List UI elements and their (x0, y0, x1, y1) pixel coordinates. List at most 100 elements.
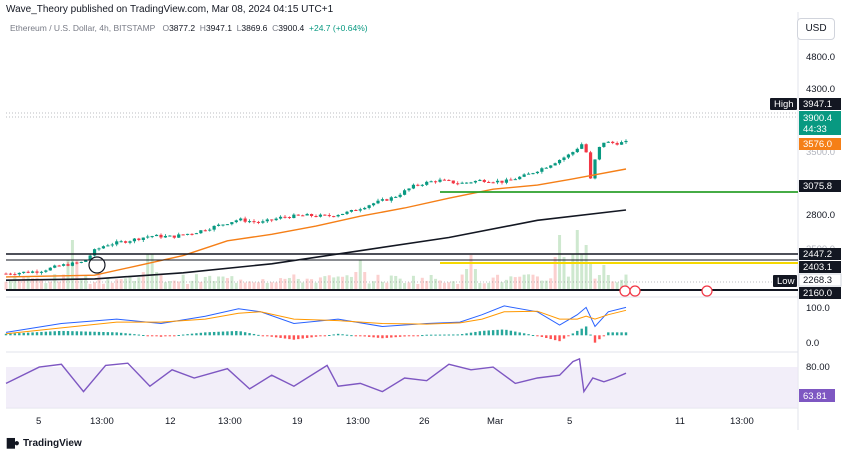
candle-body (159, 234, 163, 238)
candle-body (460, 182, 464, 184)
rsi-tick: 80.00 (806, 362, 830, 373)
candle-body (456, 183, 460, 185)
volume-bar (597, 275, 601, 290)
candle-body (225, 224, 230, 226)
candle-body (389, 197, 393, 201)
volume-bar (57, 281, 61, 290)
volume-bar (44, 283, 48, 290)
candle-body (75, 262, 79, 264)
macd-hist-bar (412, 335, 415, 337)
volume-bar (22, 276, 26, 290)
volume-bar (168, 281, 172, 290)
macd-hist-bar (57, 331, 61, 336)
macd-hist-bar (354, 335, 358, 337)
volume-bar (615, 282, 619, 290)
macd-hist-bar (150, 335, 154, 337)
candle-body (154, 234, 159, 237)
macd-hist-bar (443, 334, 446, 336)
volume-bar (270, 282, 274, 290)
macd-hist-bar (195, 333, 198, 336)
macd-hist-bar (323, 335, 327, 337)
low-label: Low (777, 276, 795, 287)
volume-bar (186, 283, 190, 290)
macd-hist-bar (111, 332, 114, 336)
candle-body (323, 214, 327, 216)
macd-hist-bar (363, 335, 366, 337)
macd-hist-bar (332, 334, 335, 336)
candle-body (407, 188, 411, 191)
candle-body (504, 179, 509, 183)
candle-body (39, 271, 44, 273)
close-value: 3900.4 (278, 23, 305, 33)
volume-bar (411, 275, 415, 290)
macd-hist-bar (376, 335, 380, 338)
macd-hist-bar (177, 335, 180, 336)
macd-hist-bar (297, 335, 300, 340)
macd-hist-bar (611, 332, 614, 336)
volume-bar (296, 278, 300, 290)
macd-hist-bar (261, 335, 265, 337)
volume-bar (190, 280, 194, 290)
macd-hist-bar (602, 335, 606, 337)
macd-hist-bar (102, 332, 105, 336)
volume-bar (465, 269, 469, 290)
candle-body (549, 165, 553, 168)
macd-hist-bar (545, 335, 548, 338)
volume-bar (407, 282, 411, 290)
macd-hist-bar (93, 331, 96, 336)
volume-bar (163, 282, 167, 290)
macd-hist-bar (385, 335, 389, 338)
candle-body (132, 238, 137, 242)
candle-body (146, 236, 150, 238)
volume-bar (327, 275, 331, 290)
candle-body (301, 215, 305, 217)
event-icon[interactable] (619, 285, 631, 297)
event-icon[interactable] (701, 285, 713, 297)
volume-bar (394, 275, 398, 290)
candle-body (97, 248, 101, 250)
time-label: 11 (675, 416, 685, 427)
candle-body (513, 179, 517, 181)
candle-body (261, 221, 265, 223)
candle-body (540, 168, 544, 172)
macd-hist-bar (142, 335, 145, 336)
volume-bar (124, 278, 128, 290)
macd-hist-bar (190, 333, 194, 336)
candle-body (292, 214, 296, 219)
macd-hist-bar (80, 331, 83, 336)
volume-bar (434, 278, 438, 290)
macd-hist-bar (119, 332, 123, 336)
macd-hist-bar (500, 329, 504, 336)
candle-body (580, 144, 584, 149)
volume-bar (217, 276, 221, 290)
time-label: 13:00 (90, 416, 114, 427)
macd-hist-bar (155, 335, 158, 337)
macd-hist-bar (607, 332, 610, 336)
tradingview-logo-icon: ▇● (7, 438, 20, 449)
low-value: 3869.6 (241, 23, 268, 33)
level-tag (799, 248, 841, 260)
volume-bar (88, 283, 92, 290)
candle-body (597, 146, 602, 160)
tradingview-logo[interactable]: ▇● TradingView (7, 438, 82, 449)
volume-bar (4, 281, 8, 290)
currency-button[interactable]: USD (797, 18, 835, 40)
candle-body (363, 207, 367, 210)
volume-bar (456, 283, 460, 290)
candle-body (123, 241, 128, 243)
candle-body (22, 271, 26, 273)
event-icon[interactable] (629, 285, 641, 297)
level-value: 2403.1 (803, 262, 832, 273)
price-tick-muted: 3500.0 (806, 147, 835, 158)
macd-hist-bar (478, 331, 482, 336)
volume-bar (606, 275, 610, 290)
candle-body (84, 259, 88, 262)
candle-body (535, 171, 540, 174)
volume-bar (119, 279, 123, 290)
macd-histogram (4, 326, 628, 343)
macd-hist-bar (567, 335, 570, 337)
candle-body (57, 265, 61, 267)
volume-bar (389, 275, 393, 290)
macd-hist-bar (390, 335, 393, 338)
